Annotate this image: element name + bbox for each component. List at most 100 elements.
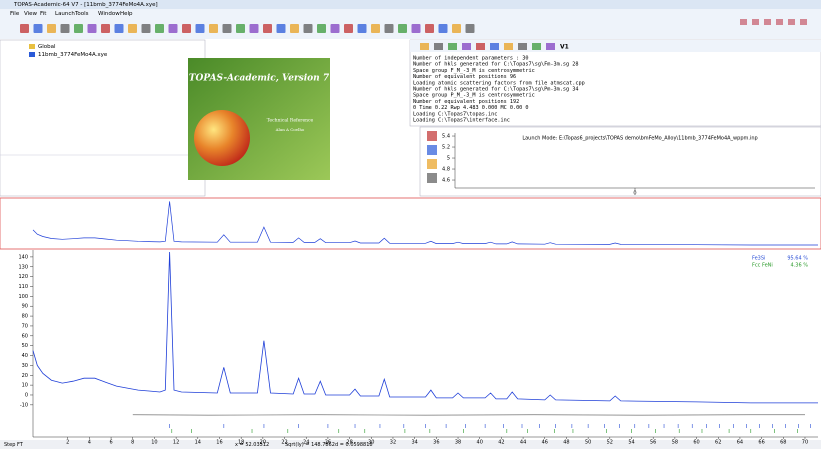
toolbar-button[interactable] [304, 24, 313, 33]
toolbar-button[interactable] [182, 24, 191, 33]
tree-item[interactable]: 11bmb_3774FeMo4A.xye [38, 52, 108, 58]
console-line: Number of hkls generated for C:\Topas7\s… [413, 87, 579, 93]
console-button[interactable] [490, 43, 499, 50]
toolbar-button[interactable] [223, 24, 232, 33]
toolbar-button[interactable] [277, 24, 286, 33]
console-toolbar [410, 40, 821, 52]
y-tick-label: 140 [18, 254, 28, 260]
mini-plot-button[interactable] [427, 159, 437, 169]
window-button[interactable] [788, 19, 795, 25]
toolbar-button[interactable] [263, 24, 272, 33]
toolbar-button[interactable] [371, 24, 380, 33]
console-button[interactable] [546, 43, 555, 50]
toolbar-button[interactable] [88, 24, 97, 33]
console-button[interactable] [448, 43, 457, 50]
difference-curve [133, 415, 805, 416]
x-tick-label: 12 [173, 440, 179, 446]
toolbar-button[interactable] [412, 24, 421, 33]
menu-item[interactable]: Tools [74, 11, 89, 17]
menu-item[interactable]: Fit [40, 11, 47, 17]
app-window: TOPAS-Academic-64 V7 - [11bmb_3774FeMo4A… [0, 0, 821, 449]
toolbar-button[interactable] [290, 24, 299, 33]
y-tick-label: 60 [22, 333, 28, 339]
x-tick-label: 60 [693, 440, 699, 446]
y-tick-label: 70 [22, 323, 28, 329]
legend-percent: 4.36 % [791, 263, 809, 269]
x-tick-label: 46 [542, 440, 548, 446]
mini-plot-button[interactable] [427, 173, 437, 183]
toolbar-button[interactable] [331, 24, 340, 33]
menu-item[interactable]: View [24, 11, 38, 17]
console-line: Space group P_M_-3_M is centrosymmetric [413, 93, 535, 99]
x-tick-label: 68 [780, 440, 786, 446]
toolbar-button[interactable] [439, 24, 448, 33]
x-tick-label: 10 [151, 440, 157, 446]
toolbar-button[interactable] [452, 24, 461, 33]
menu-item[interactable]: File [10, 11, 20, 17]
mini-plot-button[interactable] [427, 145, 437, 155]
toolbar-button[interactable] [466, 24, 475, 33]
y-tick-label: 40 [22, 353, 28, 359]
mini-plot-button[interactable] [427, 131, 437, 141]
status-text: Sqrt(Iy) = 148.7862 [285, 442, 335, 448]
y-tick-label: 30 [22, 363, 28, 369]
toolbar-button[interactable] [34, 24, 43, 33]
toolbar-button[interactable] [385, 24, 394, 33]
console-line: Space group F_M_-3_M is centrosymmetric [413, 68, 535, 74]
y-tick-label: 20 [22, 373, 28, 379]
console-line: 0 Time 0.22 Rwp 4.483 0.000 MC 0.00 0 [413, 105, 529, 111]
console-line: Loading atomic scattering factors from f… [413, 80, 585, 86]
toolbar-button[interactable] [169, 24, 178, 33]
main-plot-panel [0, 250, 821, 440]
x-tick-label: 8 [131, 440, 134, 446]
x-tick-label: 54 [628, 440, 634, 446]
console-button[interactable] [462, 43, 471, 50]
toolbar-button[interactable] [101, 24, 110, 33]
status-text: d = 0.0598818 [335, 442, 373, 448]
toolbar-button[interactable] [128, 24, 137, 33]
x-tick-label: 44 [520, 440, 526, 446]
toolbar-button[interactable] [317, 24, 326, 33]
toolbar-button[interactable] [425, 24, 434, 33]
x-tick-label: 2 [66, 440, 69, 446]
toolbar-button[interactable] [398, 24, 407, 33]
x-tick-label: 38 [455, 440, 461, 446]
toolbar-button[interactable] [20, 24, 29, 33]
y-tick-label: 130 [18, 264, 28, 270]
tree-item[interactable]: Global [38, 44, 56, 50]
toolbar-button[interactable] [250, 24, 259, 33]
menu-item[interactable]: Help [120, 11, 133, 17]
toolbar-button[interactable] [61, 24, 70, 33]
console-button[interactable] [420, 43, 429, 50]
menu-item[interactable]: Launch [55, 11, 75, 17]
mini-plot-title: Launch Mode: E:\Topas6_projects\TOPAS de… [522, 136, 757, 142]
console-button[interactable] [532, 43, 541, 50]
x-tick-label: 42 [498, 440, 504, 446]
toolbar-button[interactable] [115, 24, 124, 33]
x-tick-label: 50 [585, 440, 591, 446]
window-button[interactable] [800, 19, 807, 25]
toolbar-button[interactable] [209, 24, 218, 33]
toolbar-button[interactable] [196, 24, 205, 33]
toolbar-button[interactable] [47, 24, 56, 33]
toolbar-button[interactable] [344, 24, 353, 33]
window-button[interactable] [776, 19, 783, 25]
console-button[interactable] [434, 43, 443, 50]
status-text: x = 52.03512 [235, 442, 269, 448]
x-tick-label: 40 [477, 440, 483, 446]
toolbar-button[interactable] [155, 24, 164, 33]
menu-item[interactable]: Window [98, 11, 120, 17]
window-button[interactable] [752, 19, 759, 25]
toolbar-button[interactable] [74, 24, 83, 33]
toolbar-button[interactable] [142, 24, 151, 33]
toolbar-button[interactable] [236, 24, 245, 33]
window-button[interactable] [764, 19, 771, 25]
toolbar-button[interactable] [358, 24, 367, 33]
console-button[interactable] [518, 43, 527, 50]
y-tick-label: 100 [18, 294, 28, 300]
window-button[interactable] [740, 19, 747, 25]
console-button[interactable] [476, 43, 485, 50]
mini-y-tick-label: 4.8 [442, 167, 450, 173]
console-button[interactable] [504, 43, 513, 50]
mini-x-tick-label: 0 [633, 191, 636, 197]
